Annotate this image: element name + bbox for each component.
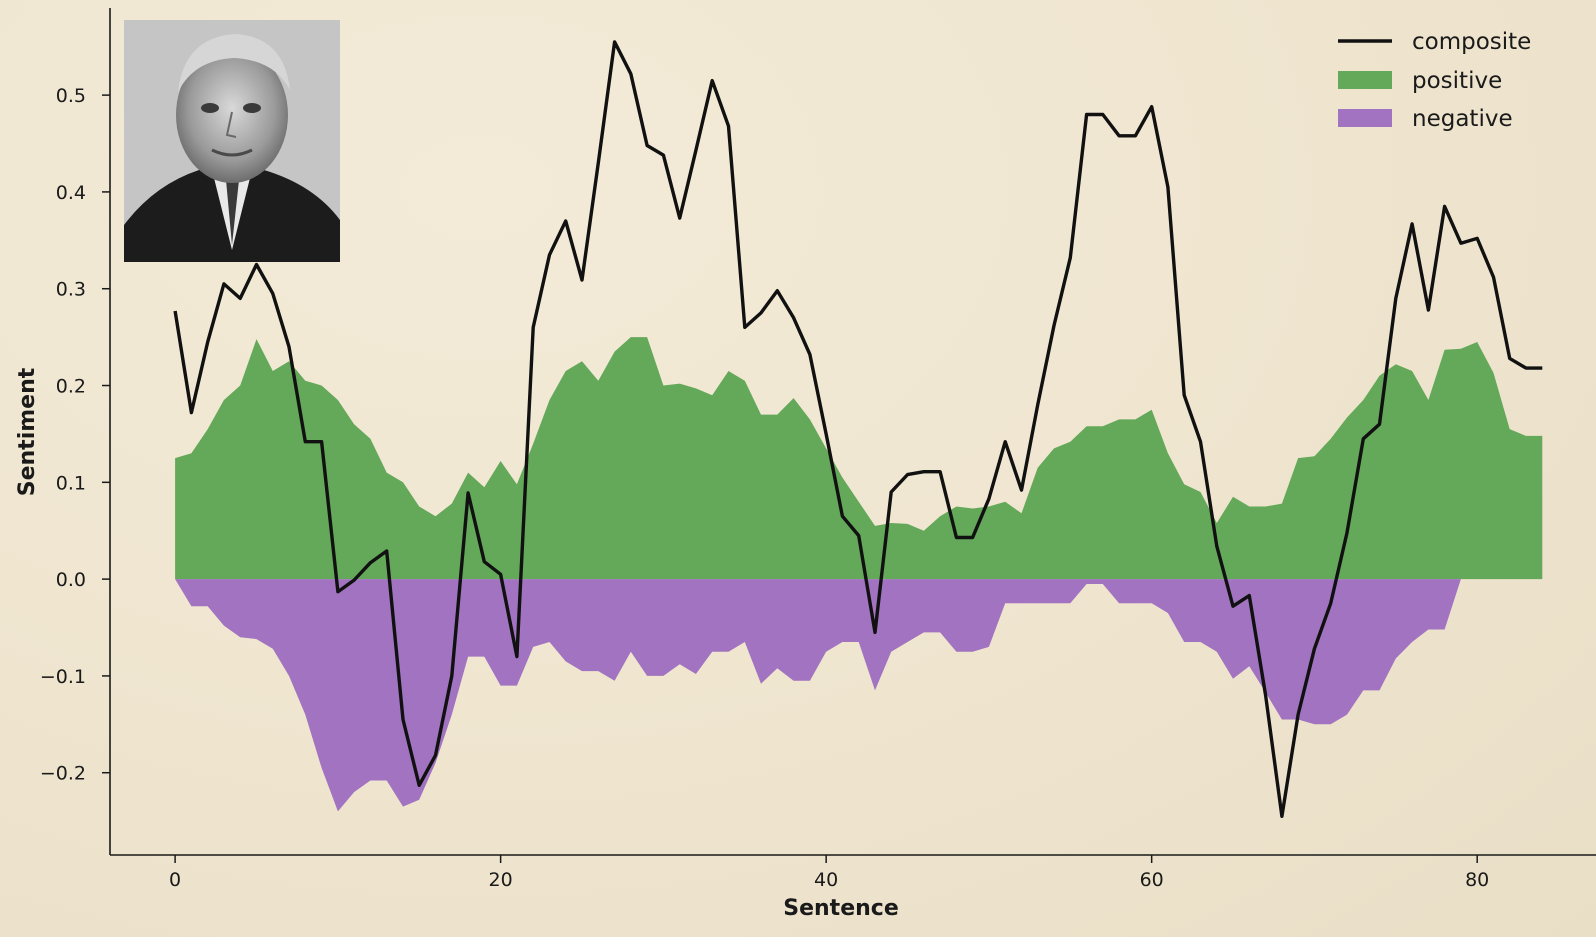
y-tick-label: −0.1 <box>40 666 86 688</box>
x-axis-label: Sentence <box>783 896 899 921</box>
x-tick-label: 0 <box>169 869 181 891</box>
legend-positive-swatch <box>1338 71 1392 89</box>
legend-positive-label: positive <box>1412 68 1502 94</box>
y-tick-label: 0.0 <box>56 569 86 591</box>
x-tick-label: 20 <box>489 869 513 891</box>
y-tick-label: 0.1 <box>56 472 86 494</box>
x-tick-label: 60 <box>1140 869 1164 891</box>
y-tick-label: −0.2 <box>40 763 86 785</box>
series-composite-line <box>173 40 1543 818</box>
y-tick-label: 0.3 <box>56 279 86 301</box>
axes <box>109 8 1596 856</box>
legend-composite-label: composite <box>1412 29 1531 55</box>
legend-negative-swatch <box>1338 109 1392 127</box>
x-tick-label: 80 <box>1465 869 1489 891</box>
portrait-photo <box>124 20 340 262</box>
legend-negative-label: negative <box>1412 106 1513 132</box>
series-negative-area <box>175 579 1543 812</box>
series-positive-area <box>175 337 1543 580</box>
x-ticks: 0 20 40 60 80 <box>169 855 1489 891</box>
y-tick-label: 0.4 <box>56 182 86 204</box>
x-tick-label: 40 <box>814 869 838 891</box>
y-ticks: −0.2 −0.1 0.0 0.1 0.2 0.3 0.4 0.5 <box>40 85 110 785</box>
y-tick-label: 0.2 <box>56 376 86 398</box>
line-layer <box>173 40 1543 818</box>
legend: composite positive negative <box>1338 29 1531 132</box>
y-axis-label: Sentiment <box>15 367 40 496</box>
y-tick-label: 0.5 <box>56 85 86 107</box>
